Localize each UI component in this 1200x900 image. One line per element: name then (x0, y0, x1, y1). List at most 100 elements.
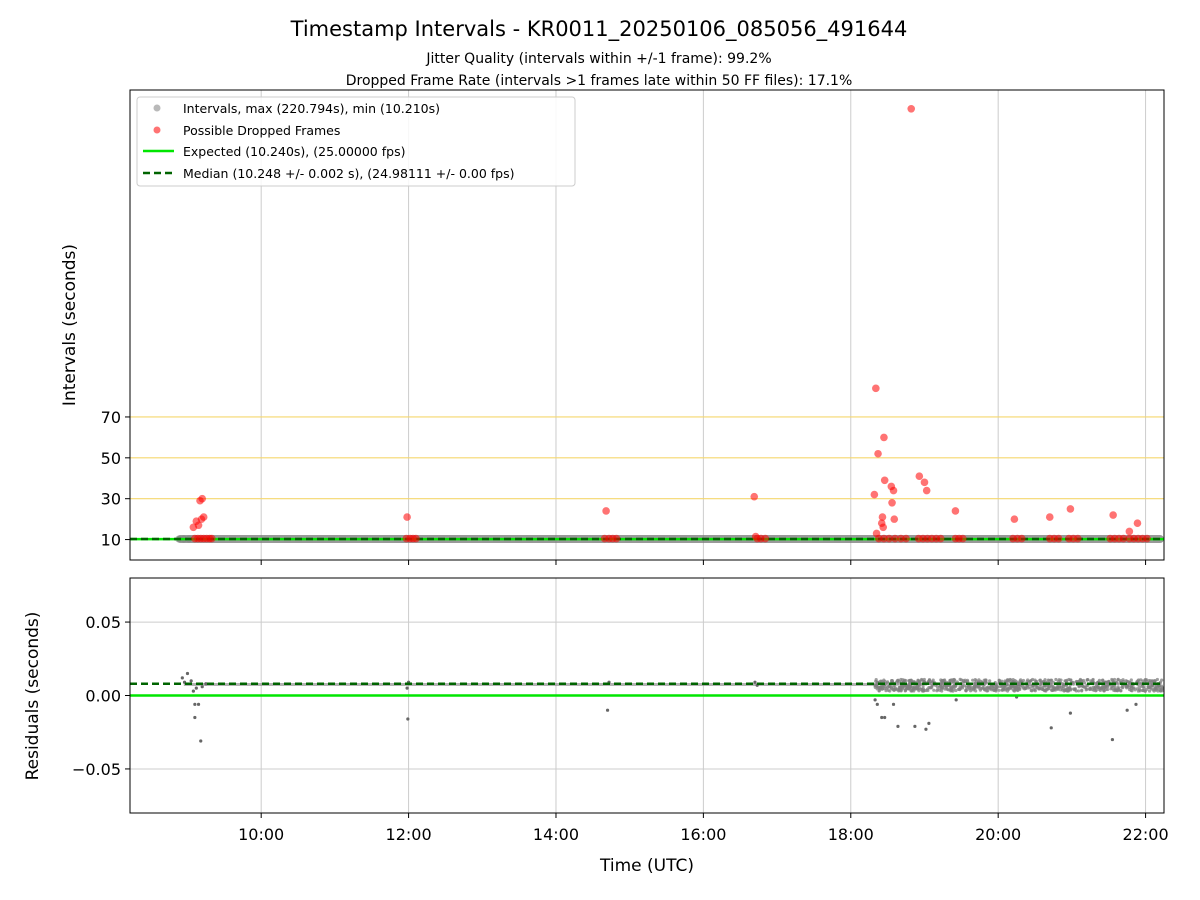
residual-dense-point (1073, 687, 1077, 691)
residual-dense-point (1039, 680, 1043, 684)
legend-box (136, 96, 576, 187)
residual-point (1068, 711, 1073, 715)
residual-dense-point (1021, 686, 1025, 690)
dropped-frame-point (915, 472, 924, 481)
x-tick-label: 20:00 (975, 825, 1021, 844)
residual-dense-point (878, 686, 882, 690)
legend: Intervals, max (220.794s), min (10.210s)… (136, 96, 576, 187)
residual-dense-point (1109, 687, 1113, 691)
y-tick-label: 0.05 (85, 613, 121, 632)
plot-area (130, 105, 1164, 544)
residual-point (883, 715, 887, 720)
dropped-frame-point (750, 492, 759, 501)
intervals-panel: 10 30 50 70 (101, 89, 1165, 565)
y-tick-label: 70 (101, 408, 121, 427)
residual-dense-point (1038, 682, 1043, 687)
residual-dense-point (1077, 689, 1081, 693)
residual-point (193, 715, 197, 720)
residual-dense-point (1117, 686, 1121, 690)
residual-dense-point (1059, 678, 1063, 682)
residual-dense-point (971, 678, 975, 682)
residual-dense-point (922, 689, 926, 693)
residual-dense-point (1141, 688, 1145, 693)
residual-dense-point (1110, 684, 1114, 689)
dropped-frame-point (890, 515, 899, 523)
x-tick-label: 10:00 (238, 825, 284, 844)
residual-dense-point (935, 689, 939, 693)
residual-dense-point (1147, 678, 1151, 683)
residual-point (199, 739, 203, 743)
legend-marker-dropped (153, 126, 161, 134)
residual-point (1125, 708, 1129, 712)
residual-dense-point (1019, 678, 1023, 682)
residual-point (193, 702, 197, 706)
residual-dense-point (991, 684, 996, 689)
residual-dense-point (952, 680, 956, 684)
residual-dense-point (958, 685, 962, 689)
residual-dense-point (1129, 678, 1133, 682)
residual-dense-point (920, 678, 924, 682)
x-tick-label: 16:00 (680, 825, 726, 844)
residual-dense-point (911, 687, 915, 691)
residual-point (913, 724, 917, 728)
residual-dense-point (1143, 689, 1147, 693)
x-tick-label: 12:00 (386, 825, 432, 844)
dropped-frame-point (1133, 519, 1142, 528)
residual-point (873, 698, 877, 702)
dropped-frame-point (1054, 534, 1063, 543)
residual-dense-point (901, 684, 905, 688)
residual-dense-point (1080, 688, 1084, 692)
dropped-frame-point (1045, 513, 1054, 521)
residual-dense-point (1004, 687, 1008, 691)
residuals-y-axis-label: Residuals (seconds) (23, 612, 43, 781)
residual-dense-point (1114, 688, 1119, 693)
residual-dense-point (917, 689, 921, 693)
residual-dense-point (973, 682, 977, 686)
residual-dense-point (1120, 685, 1124, 689)
residual-dense-point (1001, 687, 1005, 691)
dropped-frame-point (922, 486, 931, 495)
dropped-frame-point (879, 523, 888, 532)
residual-dense-point (938, 688, 942, 692)
residual-dense-point (1077, 685, 1081, 689)
residual-dense-point (951, 689, 955, 693)
residual-dense-point (966, 684, 970, 688)
residual-point (880, 715, 884, 720)
residual-dense-point (1147, 689, 1152, 693)
dropped-frame-point (1125, 527, 1134, 536)
residual-dense-point (1158, 689, 1163, 693)
dropped-frame-point (1073, 534, 1082, 543)
residual-point (605, 708, 610, 712)
dropped-frame-point (907, 105, 916, 113)
dropped-frame-point (198, 494, 207, 503)
residual-dense-point (1061, 688, 1065, 692)
dropped-frame-point (761, 534, 770, 543)
residual-dense-point (1034, 685, 1039, 689)
residual-dense-point (949, 678, 953, 682)
dropped-frame-point (920, 478, 929, 487)
residual-dense-point (1154, 685, 1158, 689)
residual-dense-point (1102, 689, 1106, 693)
residual-dense-point (932, 688, 936, 692)
y-tick-label: 50 (101, 449, 121, 468)
residual-point (189, 679, 193, 683)
residual-dense-point (1067, 677, 1071, 682)
residual-dense-point (1097, 678, 1102, 682)
residual-dense-point (1014, 687, 1019, 691)
residual-dense-point (1030, 689, 1034, 693)
residual-point (405, 686, 409, 690)
residual-dense-point (971, 687, 976, 691)
dropped-frame-point (891, 534, 899, 543)
dropped-frame-point (872, 384, 880, 393)
residual-dense-point (930, 684, 934, 688)
residual-dense-point (988, 679, 992, 683)
residual-dense-point (994, 684, 999, 688)
residual-dense-point (998, 684, 1002, 689)
residual-dense-point (984, 678, 988, 682)
residual-dense-point (1017, 682, 1021, 686)
dropped-frame-point (870, 490, 879, 499)
residual-dense-point (915, 687, 919, 691)
residual-dense-point (1111, 678, 1115, 683)
residual-dense-point (1034, 680, 1038, 684)
dropped-frame-point (951, 507, 960, 515)
